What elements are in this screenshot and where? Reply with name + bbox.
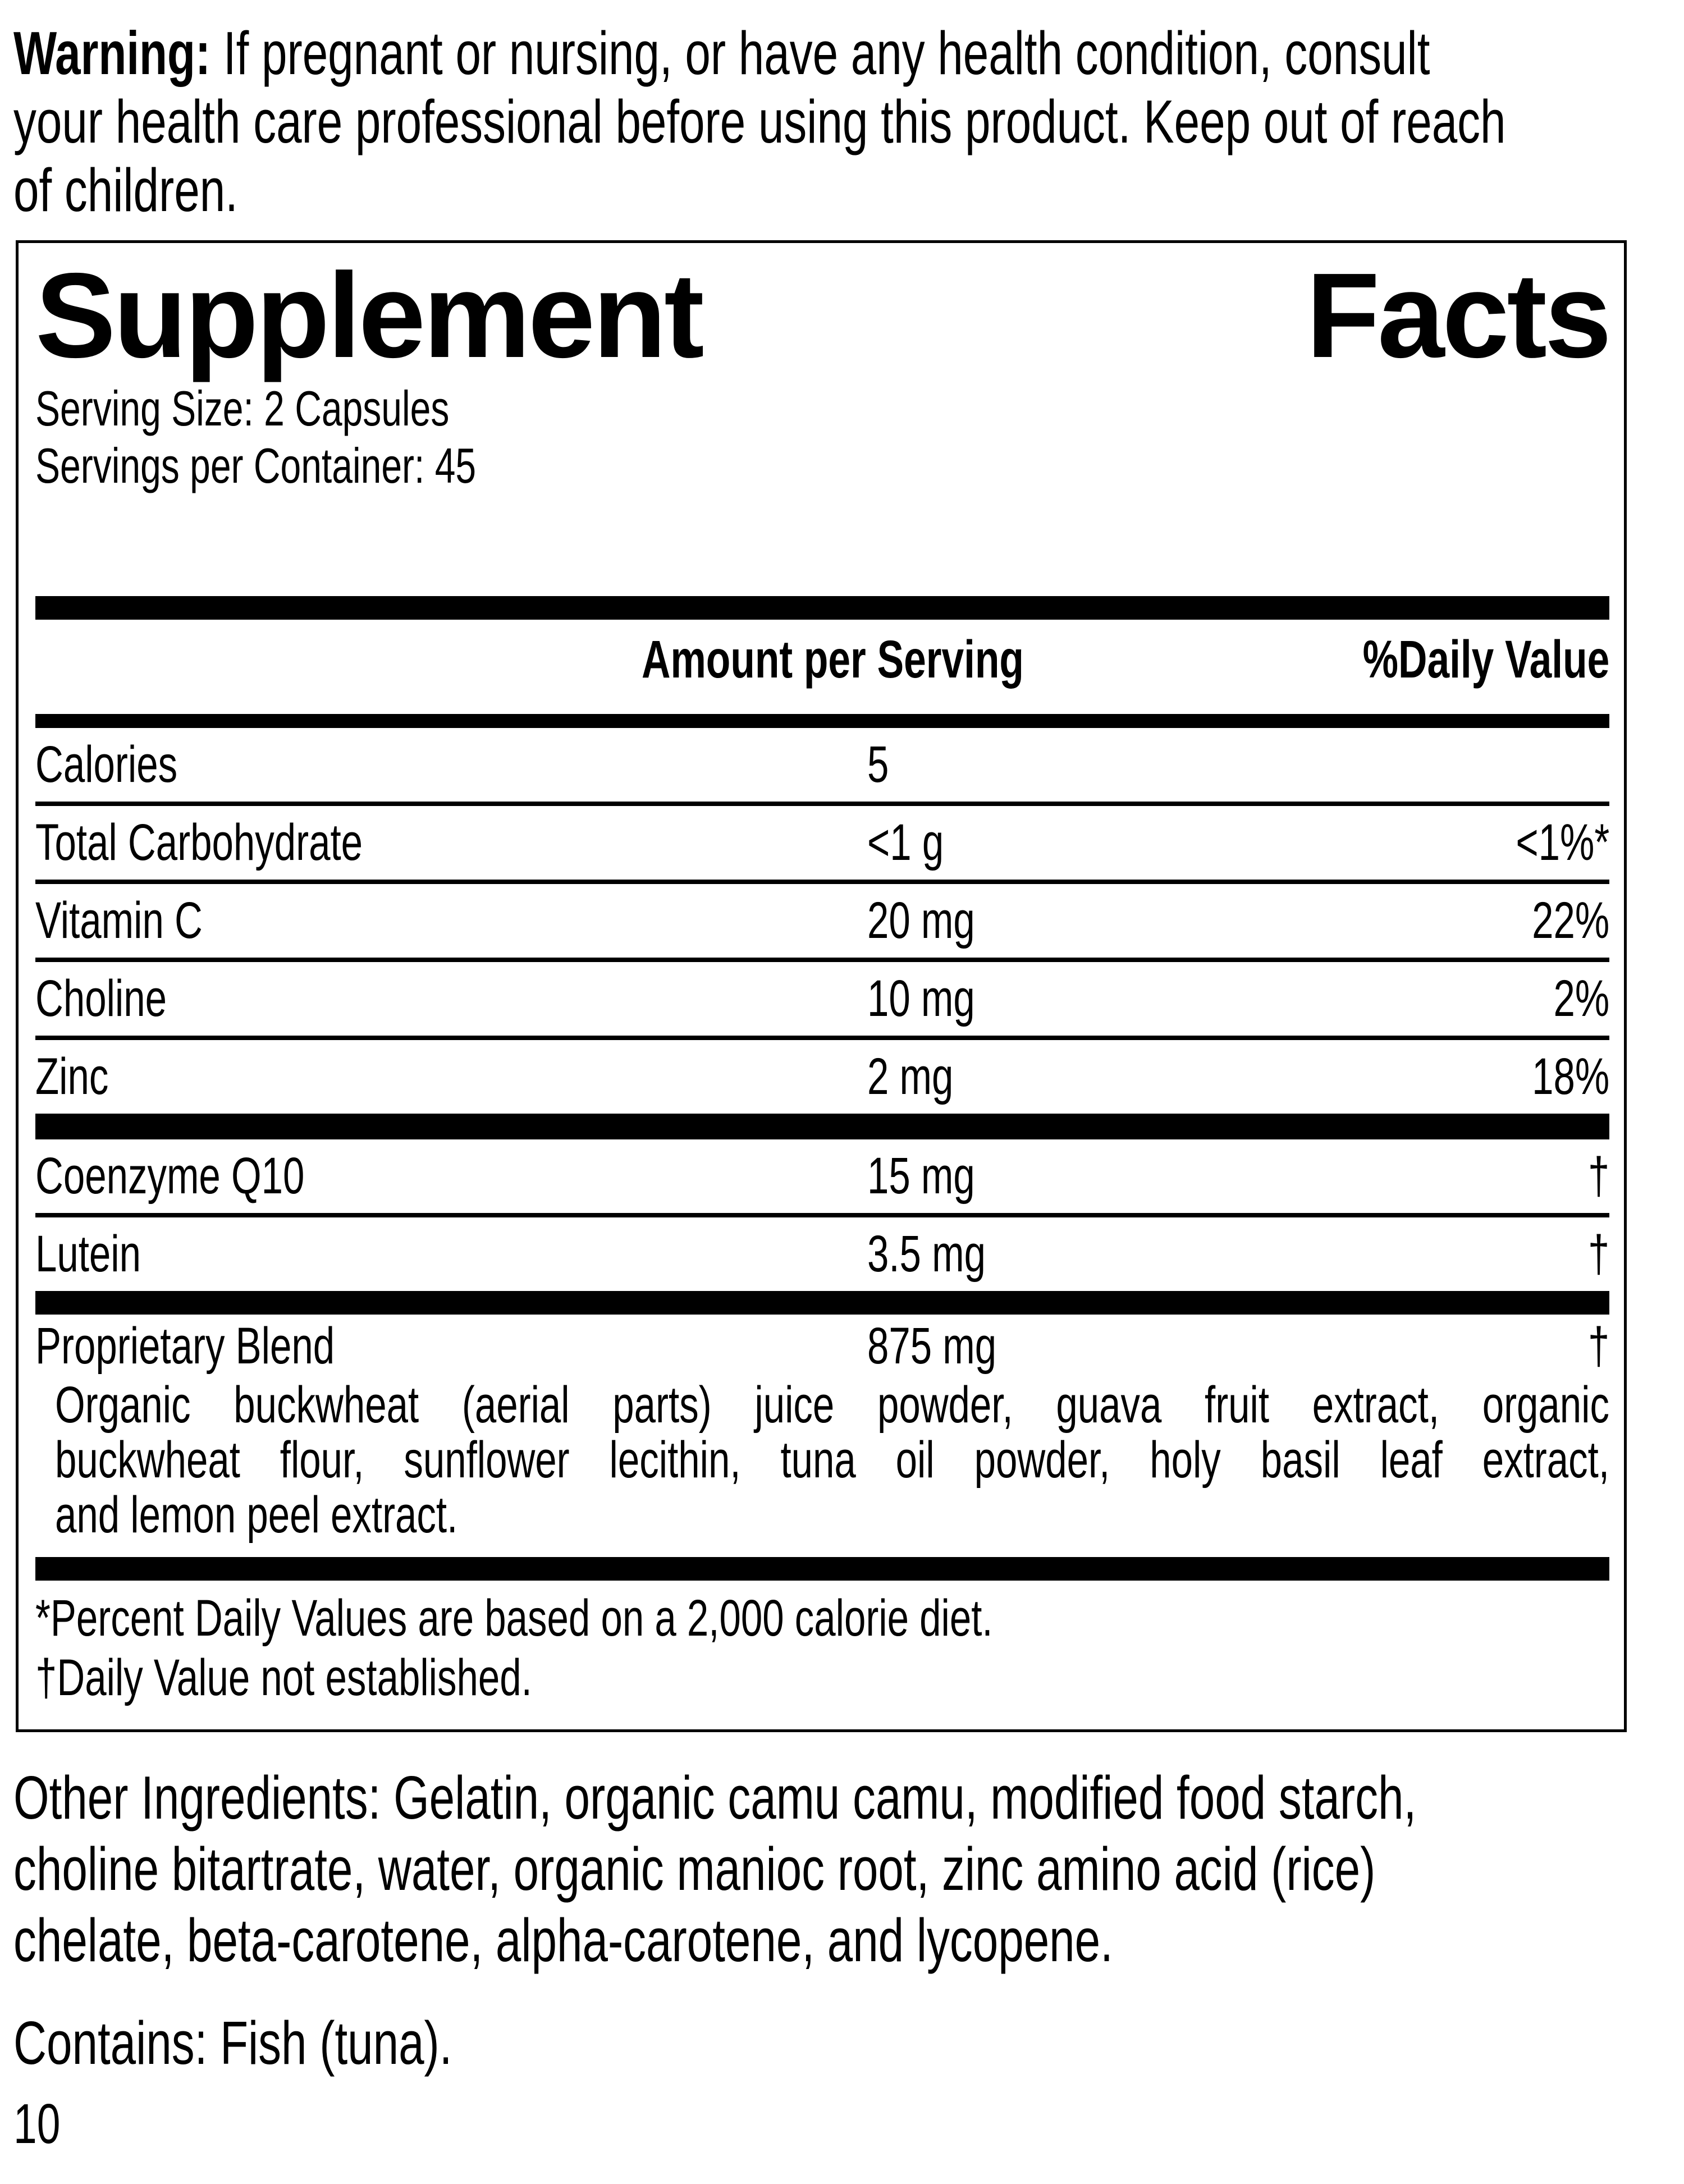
warning-line: Warning: If pregnant or nursing, or have… (13, 19, 1622, 88)
contains-statement: Contains: Fish (tuna). (13, 2009, 452, 2077)
page-number: 10 (13, 2093, 61, 2155)
nutrient-daily-value: 22% (1532, 892, 1610, 949)
warning-paragraph: Warning: If pregnant or nursing, or have… (13, 19, 1622, 225)
warning-label: Warning: (13, 19, 223, 88)
nutrient-daily-value: <1%* (1516, 814, 1610, 871)
nutrient-name: Total Carbohydrate (35, 814, 363, 871)
nutrient-name: Proprietary Blend (35, 1317, 335, 1375)
nutrient-amount: 3.5 mg (867, 1225, 986, 1283)
servings-per-container: Servings per Container: 45 (35, 438, 477, 493)
table-row-zinc: Zinc 2 mg 18% (35, 1040, 1609, 1114)
table-row-vitamin-c: Vitamin C 20 mg 22% (35, 884, 1609, 962)
footnote-percent-daily-value: *Percent Daily Values are based on a 2,0… (35, 1590, 993, 1647)
other-ingredients-line: chelate, beta-carotene, alpha-carotene, … (13, 1906, 1113, 1975)
nutrient-amount: 10 mg (867, 970, 975, 1027)
table-row-lutein: Lutein 3.5 mg † (35, 1217, 1609, 1291)
nutrient-name: Coenzyme Q10 (35, 1147, 305, 1205)
supplement-facts-panel: Supplement Facts Serving Size: 2 Capsule… (16, 240, 1627, 1732)
panel-title: Supplement Facts (35, 248, 1612, 383)
panel-title-word-1: Supplement (35, 248, 704, 383)
nutrient-name: Vitamin C (35, 892, 203, 949)
serving-size: Serving Size: 2 Capsules (35, 381, 450, 436)
panel-title-word-2: Facts (1306, 248, 1612, 383)
other-ingredients-line: Other Ingredients: Gelatin, organic camu… (13, 1764, 1417, 1832)
table-row-total-carbohydrate: Total Carbohydrate <1 g <1%* (35, 806, 1609, 884)
column-header-amount: Amount per Serving (642, 630, 1024, 689)
nutrient-amount: 2 mg (867, 1048, 954, 1105)
medium-rule (35, 714, 1609, 728)
table-row-calories: Calories 5 (35, 728, 1609, 806)
nutrient-amount: <1 g (867, 814, 944, 871)
label-content: Warning: If pregnant or nursing, or have… (13, 0, 1684, 2155)
footnotes: *Percent Daily Values are based on a 2,0… (35, 1588, 1609, 1707)
column-header-daily-value: %Daily Value (1362, 630, 1610, 689)
thick-rule (35, 1291, 1609, 1315)
blend-line: buckwheat flour, sunflower lecithin, tun… (55, 1431, 1609, 1489)
nutrient-amount: 20 mg (867, 892, 975, 949)
blend-line: Organic buckwheat (aerial parts) juice p… (55, 1376, 1609, 1434)
proprietary-blend-description: Organic buckwheat (aerial parts) juice p… (55, 1377, 1609, 1542)
nutrient-name: Lutein (35, 1225, 141, 1283)
warning-line: your health care professional before usi… (13, 88, 1506, 156)
table-row-proprietary-blend: Proprietary Blend 875 mg † (35, 1315, 1609, 1377)
warning-text: If pregnant or nursing, or have any heal… (223, 19, 1430, 88)
nutrient-amount: 15 mg (867, 1147, 975, 1205)
nutrient-daily-value: 18% (1532, 1048, 1610, 1105)
other-ingredients-paragraph: Other Ingredients: Gelatin, organic camu… (13, 1762, 1622, 1976)
nutrient-daily-value: † (1587, 1147, 1610, 1205)
nutrient-amount: 875 mg (867, 1317, 997, 1375)
thick-rule (35, 1557, 1609, 1581)
other-ingredients-line: choline bitartrate, water, organic manio… (13, 1835, 1376, 1903)
table-row-coenzyme-q10: Coenzyme Q10 15 mg † (35, 1139, 1609, 1217)
nutrient-name: Zinc (35, 1048, 109, 1105)
nutrient-amount: 5 (867, 736, 889, 793)
column-header-row: Amount per Serving %Daily Value (35, 626, 1609, 693)
table-row-choline: Choline 10 mg 2% (35, 962, 1609, 1040)
footnote-daily-value-not-established: †Daily Value not established. (35, 1649, 532, 1706)
nutrient-name: Calories (35, 736, 178, 793)
nutrient-daily-value: † (1587, 1317, 1610, 1375)
nutrient-daily-value: † (1587, 1225, 1610, 1283)
nutrient-name: Choline (35, 970, 167, 1027)
thick-rule (35, 596, 1609, 620)
blend-line: and lemon peel extract. (55, 1486, 458, 1544)
nutrient-daily-value: 2% (1553, 970, 1610, 1027)
warning-line: of children. (13, 156, 238, 225)
thick-rule (35, 1114, 1609, 1139)
